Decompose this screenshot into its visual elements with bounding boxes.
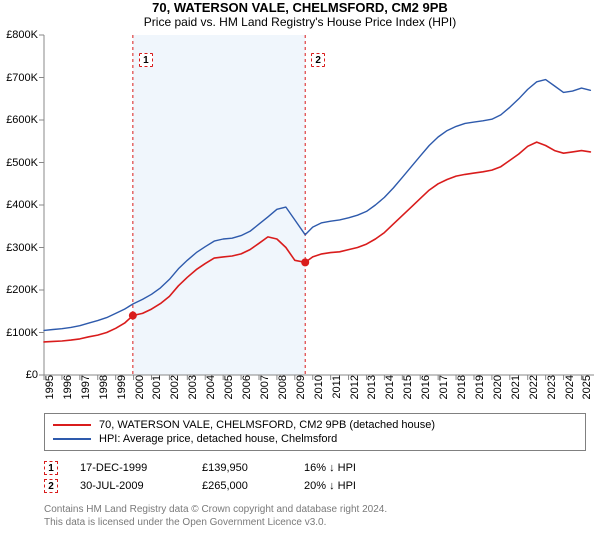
- legend-label: 70, WATERSON VALE, CHELMSFORD, CM2 9PB (…: [99, 419, 435, 431]
- sale-marker-2: 2: [311, 53, 325, 67]
- sale-delta: 16% ↓ HPI: [304, 462, 356, 474]
- sale-marker-inline: 2: [44, 479, 58, 493]
- sale-marker-1: 1: [139, 53, 153, 67]
- legend: 70, WATERSON VALE, CHELMSFORD, CM2 9PB (…: [44, 413, 586, 451]
- x-tick-label: 2002: [169, 375, 181, 399]
- x-tick-label: 2016: [420, 375, 432, 399]
- sale-price: £139,950: [202, 462, 282, 474]
- page-subtitle: Price paid vs. HM Land Registry's House …: [0, 15, 600, 29]
- legend-row: 70, WATERSON VALE, CHELMSFORD, CM2 9PB (…: [53, 418, 577, 432]
- y-tick-label: £700K: [6, 72, 38, 84]
- x-tick-label: 2022: [528, 375, 540, 399]
- chart-area: £0£100K£200K£300K£400K£500K£600K£700K£80…: [44, 35, 594, 375]
- y-tick-label: £500K: [6, 157, 38, 169]
- x-tick-label: 2025: [581, 375, 593, 399]
- x-tick-label: 2017: [438, 375, 450, 399]
- x-tick-label: 2020: [492, 375, 504, 399]
- sales-table: 1 17-DEC-1999 £139,950 16% ↓ HPI 2 30-JUL-200…: [44, 459, 586, 495]
- y-tick-label: £800K: [6, 29, 38, 41]
- x-tick-label: 2006: [241, 375, 253, 399]
- legend-swatch: [53, 438, 91, 440]
- x-tick-label: 2023: [546, 375, 558, 399]
- page-title: 70, WATERSON VALE, CHELMSFORD, CM2 9PB: [0, 0, 600, 15]
- x-tick-label: 2024: [564, 375, 576, 399]
- x-tick-label: 2015: [402, 375, 414, 399]
- x-tick-label: 2011: [331, 375, 343, 399]
- x-tick-label: 1996: [62, 375, 74, 399]
- y-tick-label: £100K: [6, 327, 38, 339]
- line-chart: [44, 35, 594, 375]
- x-tick-label: 2007: [259, 375, 271, 399]
- x-tick-label: 2014: [384, 375, 396, 399]
- legend-label: HPI: Average price, detached house, Chel…: [99, 433, 337, 445]
- sale-price: £265,000: [202, 480, 282, 492]
- footer-attribution: Contains HM Land Registry data © Crown c…: [44, 503, 586, 529]
- y-tick-label: £0: [26, 369, 38, 381]
- y-tick-label: £400K: [6, 199, 38, 211]
- x-tick-label: 2018: [456, 375, 468, 399]
- y-tick-label: £600K: [6, 114, 38, 126]
- x-tick-label: 2000: [134, 375, 146, 399]
- sale-delta: 20% ↓ HPI: [304, 480, 356, 492]
- x-tick-label: 2004: [205, 375, 217, 399]
- sale-date: 17-DEC-1999: [80, 462, 180, 474]
- x-tick-label: 2005: [223, 375, 235, 399]
- x-tick-label: 2012: [349, 375, 361, 399]
- sale-row: 2 30-JUL-2009 £265,000 20% ↓ HPI: [44, 477, 586, 495]
- legend-row: HPI: Average price, detached house, Chel…: [53, 432, 577, 446]
- sale-row: 1 17-DEC-1999 £139,950 16% ↓ HPI: [44, 459, 586, 477]
- footer-line-1: Contains HM Land Registry data © Crown c…: [44, 503, 586, 516]
- x-tick-label: 2009: [295, 375, 307, 399]
- y-tick-label: £300K: [6, 242, 38, 254]
- x-tick-label: 1997: [80, 375, 92, 399]
- sale-marker-inline: 1: [44, 461, 58, 475]
- x-tick-label: 1998: [98, 375, 110, 399]
- x-tick-label: 2021: [510, 375, 522, 399]
- legend-swatch: [53, 424, 91, 426]
- x-tick-label: 2010: [313, 375, 325, 399]
- x-tick-label: 2008: [277, 375, 289, 399]
- footer-line-2: This data is licensed under the Open Gov…: [44, 516, 586, 529]
- x-tick-label: 2019: [474, 375, 486, 399]
- y-tick-label: £200K: [6, 284, 38, 296]
- x-tick-label: 2001: [151, 375, 163, 399]
- x-tick-label: 2003: [187, 375, 199, 399]
- x-tick-label: 1995: [44, 375, 56, 399]
- sale-date: 30-JUL-2009: [80, 480, 180, 492]
- x-tick-label: 2013: [366, 375, 378, 399]
- x-tick-label: 1999: [116, 375, 128, 399]
